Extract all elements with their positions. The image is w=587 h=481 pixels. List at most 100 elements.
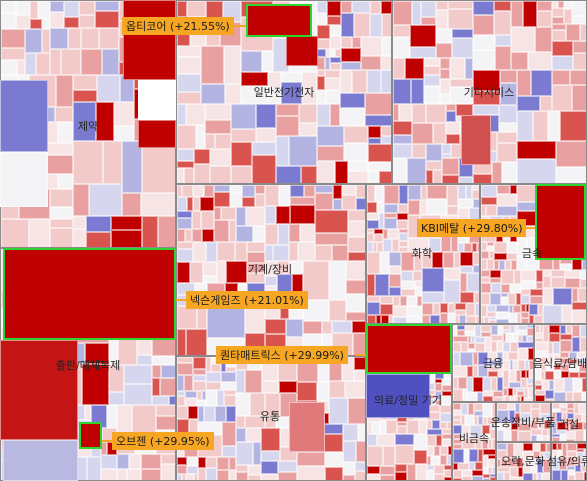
stock-tile[interactable]: [511, 1, 523, 27]
stock-tile[interactable]: [399, 104, 412, 121]
stock-tile[interactable]: [214, 185, 230, 192]
stock-tile[interactable]: [457, 330, 465, 336]
stock-tile[interactable]: [315, 245, 332, 261]
stock-tile[interactable]: [265, 185, 279, 206]
stock-tile[interactable]: [273, 245, 289, 261]
stock-tile[interactable]: [408, 238, 429, 252]
stock-tile[interactable]: [246, 428, 261, 442]
stock-tile[interactable]: [497, 206, 517, 216]
stock-tile[interactable]: [560, 407, 567, 412]
stock-tile[interactable]: [389, 274, 401, 287]
stock-tile[interactable]: [518, 360, 525, 370]
stock-tile[interactable]: [221, 207, 236, 220]
stock-tile[interactable]: [499, 260, 505, 270]
stock-tile[interactable]: [193, 381, 206, 391]
stock-tile[interactable]: [503, 360, 510, 370]
stock-tile[interactable]: [529, 315, 534, 323]
stock-tile[interactable]: [422, 315, 430, 323]
stock-tile[interactable]: [380, 466, 395, 475]
stock-tile[interactable]: [224, 395, 236, 406]
stock-tile[interactable]: [533, 111, 548, 141]
stock-tile[interactable]: [450, 87, 473, 104]
stock-tile[interactable]: [494, 11, 511, 35]
stock-tile[interactable]: [222, 422, 236, 446]
stock-tile[interactable]: [513, 333, 518, 342]
stock-tile[interactable]: [401, 281, 415, 289]
stock-tile[interactable]: [536, 282, 543, 289]
stock-tile[interactable]: [518, 348, 528, 360]
stock-tile[interactable]: [265, 245, 273, 261]
stock-tile[interactable]: [367, 233, 374, 242]
stock-tile[interactable]: [472, 470, 483, 476]
stock-tile[interactable]: [352, 321, 365, 333]
stock-tile[interactable]: [89, 184, 122, 216]
stock-tile[interactable]: [497, 185, 510, 194]
stock-tile[interactable]: [535, 385, 542, 390]
stock-tile[interactable]: [481, 332, 491, 337]
stock-tile[interactable]: [186, 329, 207, 355]
stock-tile[interactable]: [177, 357, 193, 363]
stock-tile[interactable]: [329, 261, 346, 300]
stock-tile[interactable]: [565, 278, 580, 288]
stock-tile[interactable]: [177, 125, 196, 149]
stock-tile[interactable]: [491, 377, 497, 391]
stock-tile[interactable]: [340, 93, 365, 108]
stock-tile[interactable]: [567, 419, 574, 422]
stock-tile[interactable]: [517, 185, 536, 202]
stock-tile[interactable]: [389, 315, 393, 323]
stock-tile[interactable]: [184, 168, 194, 183]
stock-tile[interactable]: [205, 120, 231, 134]
stock-tile[interactable]: [367, 466, 380, 474]
stock-tile[interactable]: [206, 242, 217, 262]
stock-tile[interactable]: [511, 260, 517, 270]
stock-tile[interactable]: [464, 243, 472, 252]
stock-tile[interactable]: [330, 104, 340, 126]
stock-tile[interactable]: [502, 162, 517, 183]
stock-tile[interactable]: [459, 177, 473, 183]
stock-tile[interactable]: [177, 57, 201, 74]
stock-tile[interactable]: [42, 19, 50, 29]
stock-tile[interactable]: [473, 174, 492, 183]
stock-tile[interactable]: [303, 300, 329, 321]
stock-tile[interactable]: [177, 363, 193, 375]
stock-tile[interactable]: [488, 439, 492, 449]
stock-tile[interactable]: [231, 129, 256, 142]
stock-tile[interactable]: [421, 1, 436, 17]
stock-tile[interactable]: [471, 336, 475, 343]
stock-tile[interactable]: [510, 467, 518, 477]
stock-tile[interactable]: [81, 28, 99, 49]
stock-tile[interactable]: [558, 1, 564, 8]
stock-tile[interactable]: [245, 306, 265, 333]
stock-tile[interactable]: [535, 380, 542, 385]
stock-tile[interactable]: [503, 333, 506, 342]
stock-tile[interactable]: [206, 468, 217, 480]
stock-tile[interactable]: [510, 284, 521, 293]
stock-tile[interactable]: [367, 302, 380, 315]
stock-tile[interactable]: [521, 318, 529, 323]
stock-tile[interactable]: [562, 305, 572, 323]
stock-tile[interactable]: [85, 343, 109, 364]
stock-tile[interactable]: [575, 430, 584, 441]
stock-tile[interactable]: [427, 420, 432, 429]
stock-tile[interactable]: [536, 270, 543, 282]
stock-tile[interactable]: [330, 25, 341, 36]
stock-tile[interactable]: [276, 136, 289, 166]
stock-tile[interactable]: [500, 70, 517, 83]
stock-tile[interactable]: [297, 466, 325, 480]
stock-tile[interactable]: [30, 1, 38, 19]
stock-tile[interactable]: [330, 36, 341, 49]
stock-tile[interactable]: [317, 90, 326, 104]
stock-tile[interactable]: [247, 273, 265, 283]
stock-tile[interactable]: [534, 315, 543, 323]
stock-tile[interactable]: [187, 1, 206, 17]
stock-tile[interactable]: [426, 161, 442, 170]
stock-tile[interactable]: [142, 141, 175, 193]
stock-tile[interactable]: [436, 1, 448, 10]
stock-tile[interactable]: [50, 12, 64, 28]
stock-tile[interactable]: [187, 197, 193, 211]
stock-tile[interactable]: [575, 422, 583, 430]
stock-tile[interactable]: [553, 259, 560, 270]
stock-tile[interactable]: [465, 331, 475, 336]
stock-tile[interactable]: [483, 474, 490, 478]
stock-tile[interactable]: [517, 96, 540, 111]
